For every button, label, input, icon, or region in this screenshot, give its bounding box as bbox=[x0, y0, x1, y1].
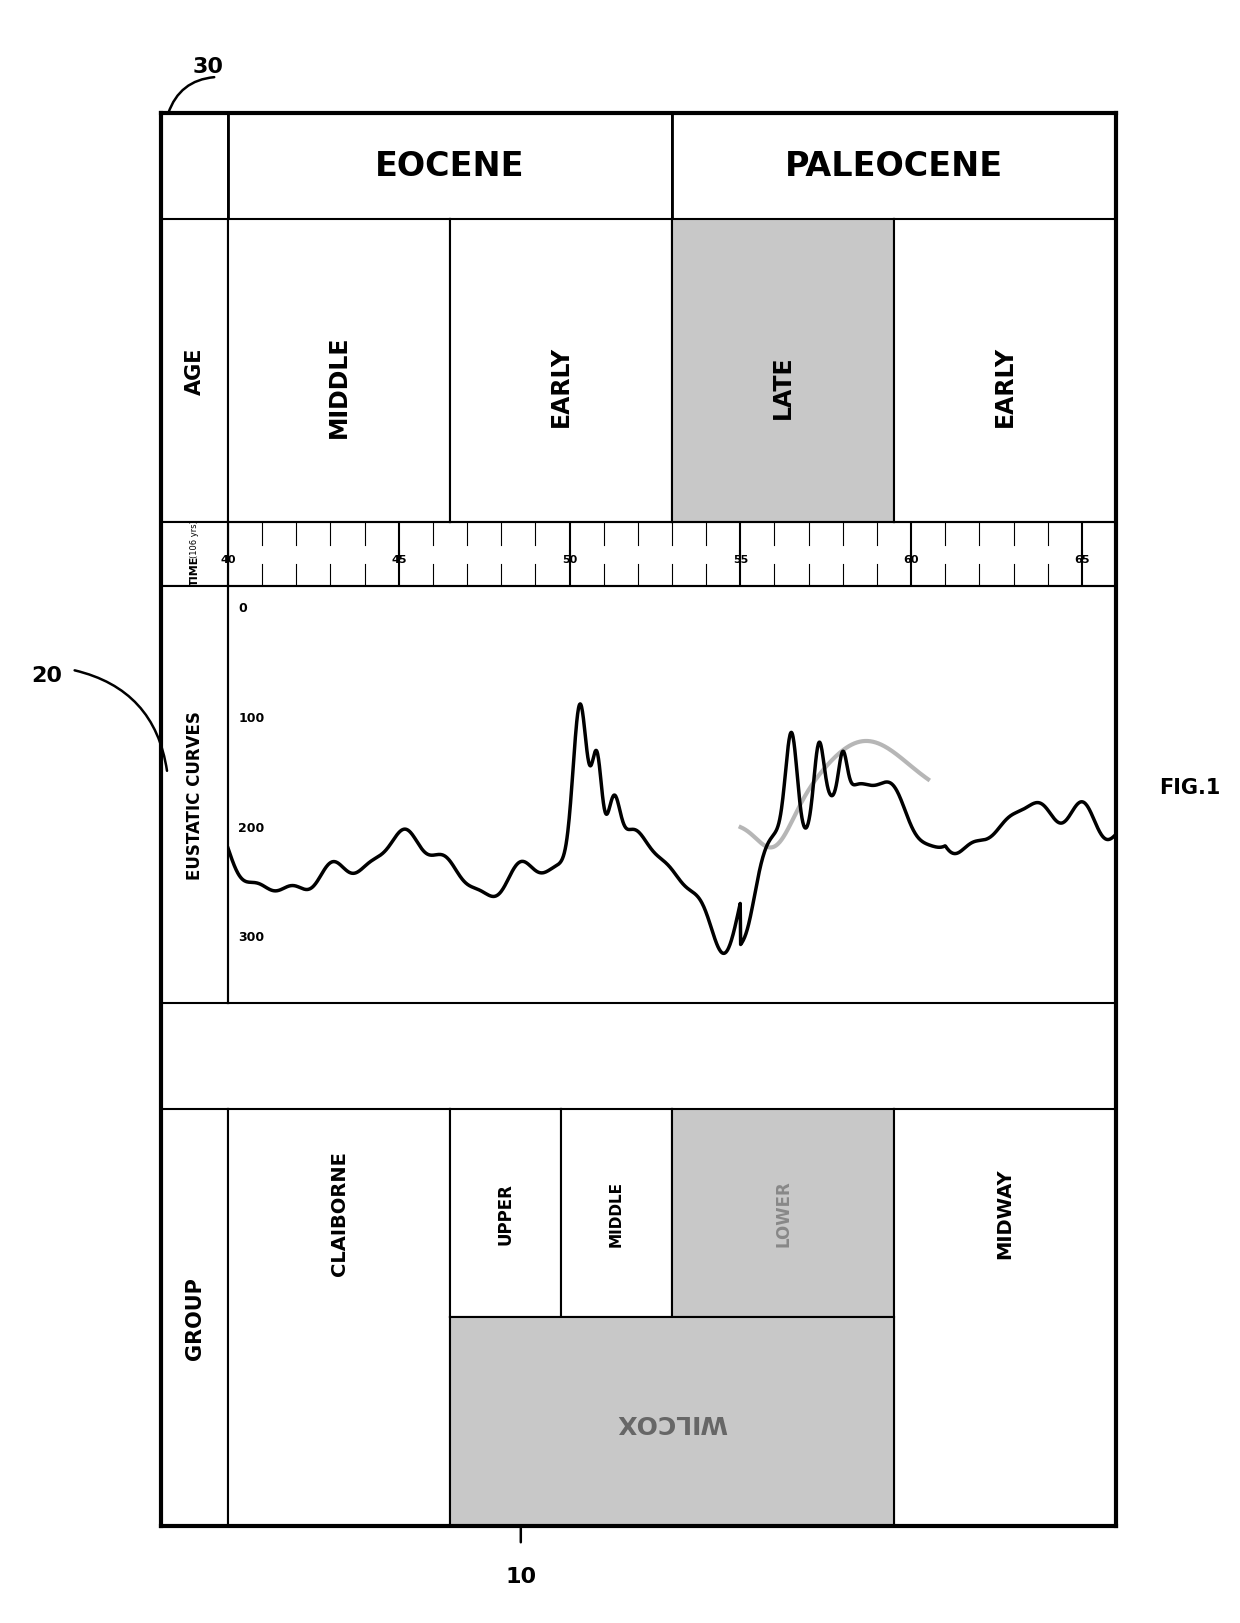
Text: WILCOX: WILCOX bbox=[616, 1409, 728, 1433]
Text: 0: 0 bbox=[238, 602, 247, 615]
Text: EARLY: EARLY bbox=[993, 346, 1017, 427]
Text: 20: 20 bbox=[31, 665, 62, 685]
Text: 30: 30 bbox=[192, 57, 223, 76]
Text: 45: 45 bbox=[391, 555, 407, 565]
Text: 10: 10 bbox=[505, 1566, 537, 1586]
Text: 200: 200 bbox=[238, 821, 264, 834]
Text: MIDWAY: MIDWAY bbox=[996, 1169, 1014, 1258]
Text: LOWER: LOWER bbox=[774, 1180, 792, 1246]
Text: TIME: TIME bbox=[190, 555, 200, 586]
Text: PALEOCENE: PALEOCENE bbox=[785, 149, 1003, 183]
Text: 55: 55 bbox=[733, 555, 748, 565]
Text: EOCENE: EOCENE bbox=[376, 149, 525, 183]
Text: 60: 60 bbox=[903, 555, 919, 565]
Text: (106 yrs): (106 yrs) bbox=[190, 519, 200, 558]
Text: 65: 65 bbox=[1074, 555, 1090, 565]
Text: LATE: LATE bbox=[771, 355, 795, 419]
Text: MIDDLE: MIDDLE bbox=[327, 336, 351, 438]
Text: UPPER: UPPER bbox=[496, 1182, 515, 1245]
Text: EUSTATIC CURVES: EUSTATIC CURVES bbox=[186, 711, 203, 880]
Text: EARLY: EARLY bbox=[549, 346, 573, 427]
Text: GROUP: GROUP bbox=[185, 1276, 205, 1358]
Text: MIDDLE: MIDDLE bbox=[609, 1180, 624, 1246]
Text: CLAIBORNE: CLAIBORNE bbox=[330, 1151, 348, 1276]
Text: 100: 100 bbox=[238, 711, 264, 724]
Text: 50: 50 bbox=[562, 555, 577, 565]
Text: 40: 40 bbox=[221, 555, 236, 565]
Text: FIG.1: FIG.1 bbox=[1159, 777, 1220, 797]
Text: AGE: AGE bbox=[185, 347, 205, 394]
Text: 300: 300 bbox=[238, 932, 264, 945]
